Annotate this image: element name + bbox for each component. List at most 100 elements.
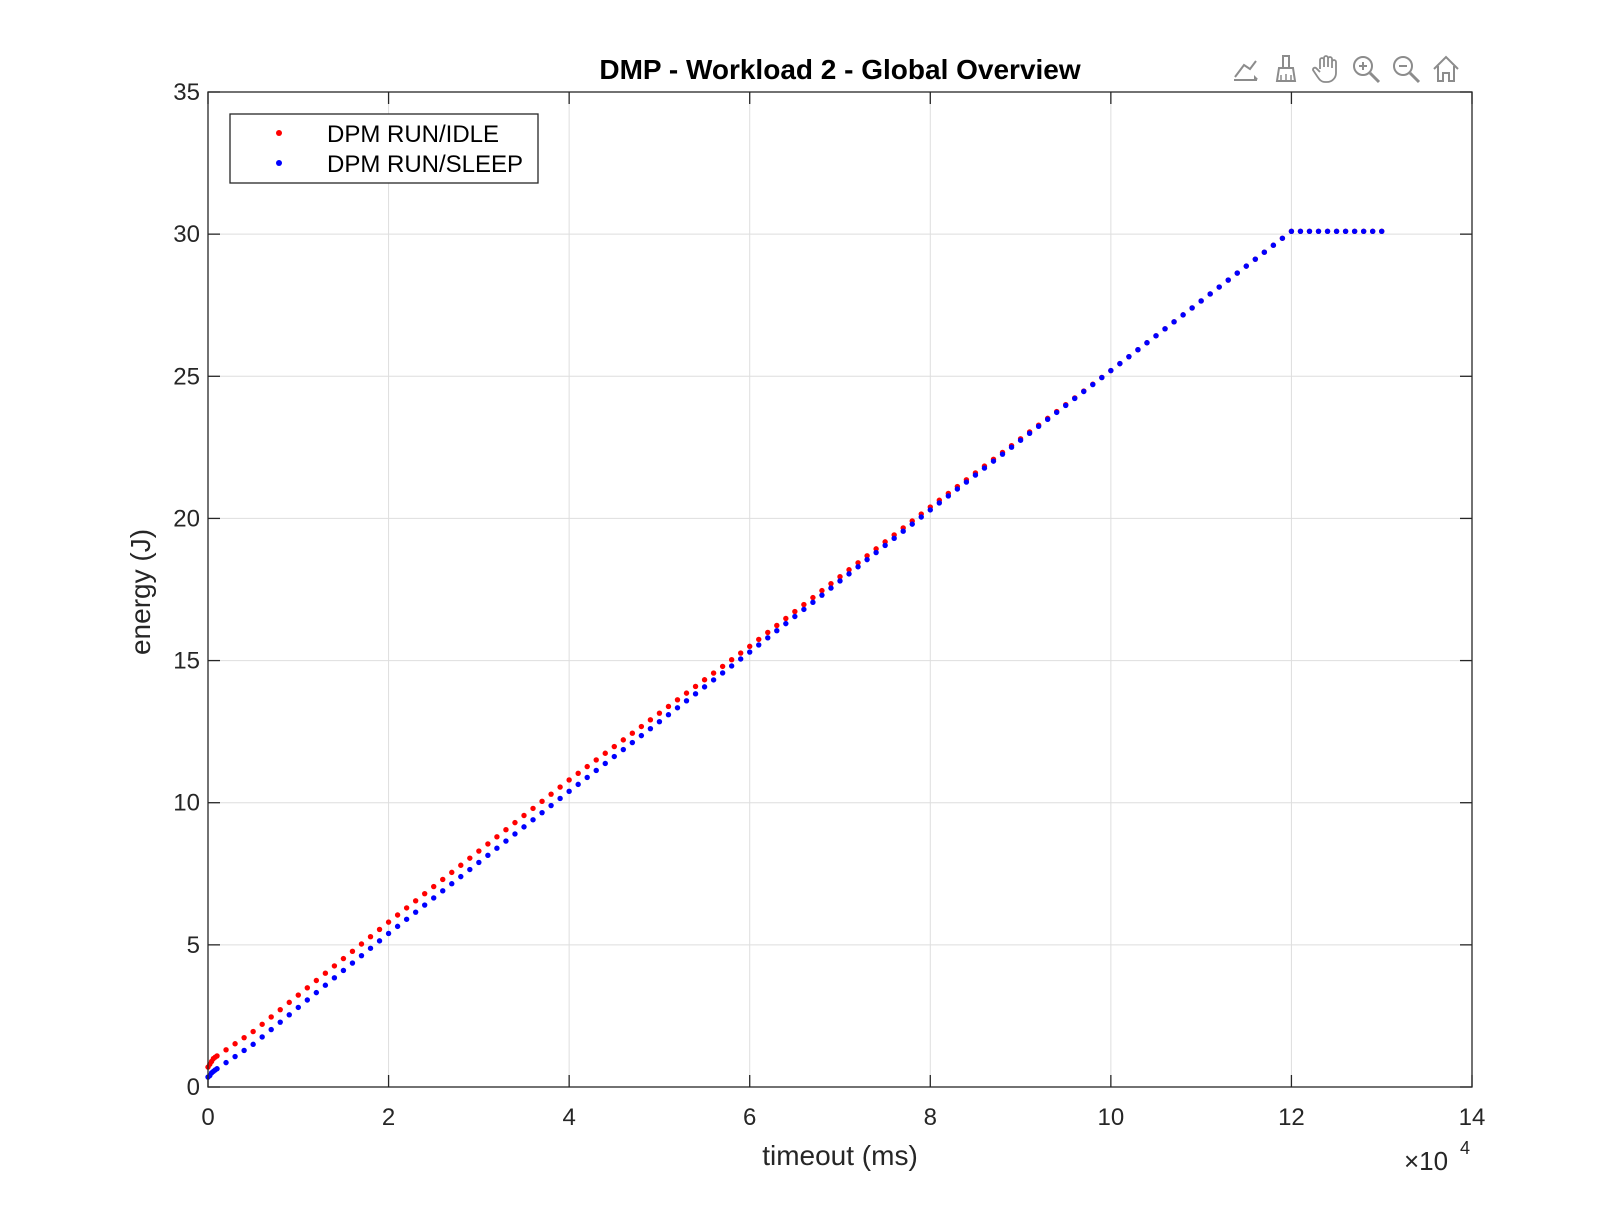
data-point (819, 592, 825, 598)
data-point (1207, 291, 1213, 297)
x-exponent-power: 4 (1460, 1138, 1470, 1158)
y-tick-label: 25 (173, 363, 200, 390)
data-point (259, 1034, 265, 1040)
data-point (385, 930, 392, 937)
data-point (412, 909, 419, 915)
data-point (846, 567, 852, 573)
data-point (431, 895, 437, 901)
data-tips-icon[interactable] (1228, 51, 1264, 87)
data-point (719, 670, 726, 676)
y-tick-label: 5 (187, 932, 200, 959)
data-point (620, 746, 627, 753)
pan-hand-icon[interactable] (1308, 51, 1344, 87)
data-point (539, 809, 545, 816)
data-point (629, 739, 636, 746)
data-point (683, 690, 690, 696)
data-point (394, 912, 401, 918)
home-icon[interactable] (1428, 51, 1464, 87)
y-tick-label: 10 (173, 790, 200, 817)
zoom-out-icon[interactable] (1388, 51, 1424, 87)
series-run-sleep (205, 228, 1385, 1080)
data-point (747, 649, 753, 655)
data-point (340, 967, 347, 974)
data-point (665, 712, 672, 718)
data-point (1342, 228, 1349, 234)
data-point (1189, 305, 1195, 311)
data-point (313, 977, 320, 984)
data-point (575, 770, 581, 776)
data-point (223, 1047, 229, 1053)
data-point (376, 926, 383, 933)
data-point (737, 650, 744, 656)
data-point (1252, 256, 1259, 262)
legend-label-run-idle: DPM RUN/IDLE (327, 121, 499, 148)
data-point (232, 1041, 238, 1047)
data-point (792, 608, 798, 615)
data-point (412, 898, 419, 904)
data-point (521, 824, 527, 830)
data-point (629, 730, 636, 736)
data-point (440, 876, 446, 883)
data-point (421, 902, 428, 908)
data-point (358, 941, 365, 947)
axes-toolbar (1228, 50, 1464, 88)
data-point (719, 663, 726, 670)
data-point (1261, 249, 1268, 255)
data-point (1297, 228, 1304, 234)
zoom-in-icon[interactable] (1348, 51, 1384, 87)
x-tick-label: 10 (1098, 1104, 1125, 1131)
data-point (602, 760, 608, 767)
data-point (557, 795, 563, 802)
data-point (620, 737, 627, 743)
data-point (792, 613, 798, 620)
data-point (819, 587, 825, 594)
data-point (602, 750, 608, 756)
data-point (458, 873, 464, 880)
legend-label-run-sleep: DPM RUN/SLEEP (327, 151, 523, 178)
data-point (593, 757, 599, 763)
brush-icon[interactable] (1268, 51, 1304, 87)
data-point (268, 1026, 274, 1033)
data-point (376, 938, 383, 944)
data-point (1153, 333, 1159, 339)
y-tick-label: 20 (173, 505, 200, 532)
data-point (494, 845, 500, 851)
data-point (1243, 263, 1249, 269)
data-point (683, 698, 690, 704)
data-point (1306, 228, 1313, 234)
data-point (972, 472, 979, 478)
data-point (891, 535, 897, 542)
plot-frame (207, 91, 1473, 1088)
data-point (864, 553, 870, 559)
data-point (674, 705, 681, 711)
data-point (882, 542, 888, 549)
grid (207, 91, 1473, 1088)
series-run-idle (205, 228, 1385, 1070)
data-point (286, 1012, 292, 1018)
x-tick-label: 0 (201, 1104, 214, 1131)
data-point (449, 869, 455, 876)
data-point (250, 1041, 256, 1048)
data-point (1008, 444, 1015, 450)
data-point (1315, 228, 1322, 234)
data-point (1135, 347, 1141, 353)
data-point (1198, 298, 1204, 304)
chart-title: DMP - Workload 2 - Global Overview (599, 54, 1081, 85)
data-point (1144, 340, 1150, 346)
data-point (963, 479, 970, 485)
data-point (268, 1014, 274, 1020)
data-point (1035, 423, 1042, 430)
data-point (521, 812, 527, 819)
data-point (503, 827, 509, 833)
data-point (313, 989, 320, 996)
data-point (286, 999, 292, 1006)
data-point (304, 997, 311, 1003)
data-point (765, 635, 771, 641)
data-point (295, 1004, 301, 1011)
data-point (250, 1028, 256, 1035)
data-point (403, 916, 410, 922)
data-point (710, 670, 717, 676)
data-point (277, 1019, 283, 1025)
data-point (241, 1047, 247, 1054)
tick-labels: 0 2 4 6 8 10 12 14 0 5 10 15 20 25 30 35 (173, 79, 1485, 1131)
